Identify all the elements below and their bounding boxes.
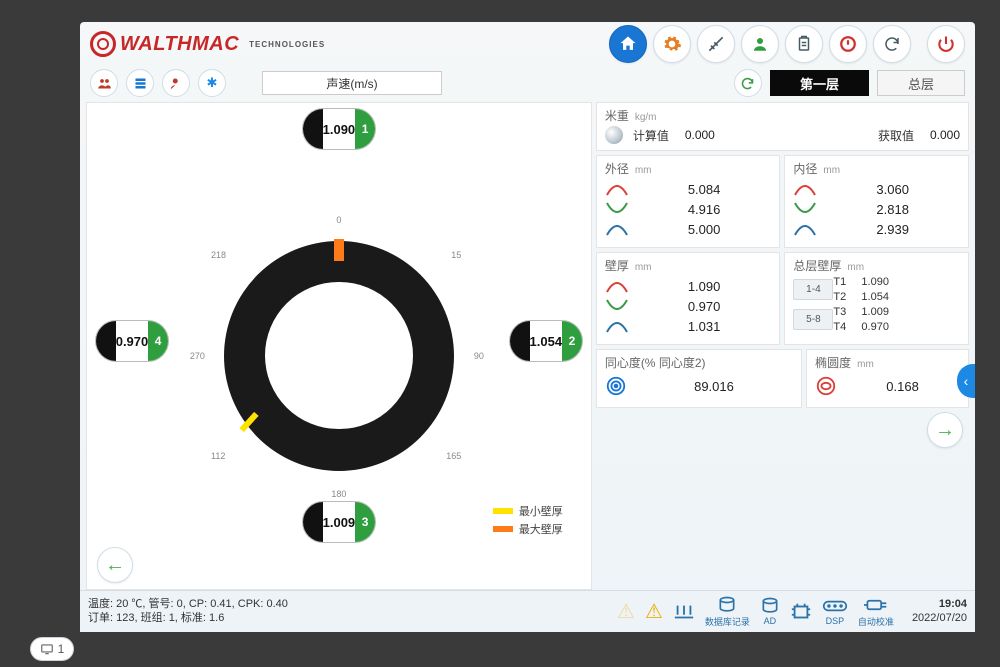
settings-button[interactable] (653, 25, 691, 63)
power-button[interactable] (927, 25, 965, 63)
acq-label: 获取值 (878, 127, 914, 144)
curve-avg-icon (793, 221, 817, 237)
warning-dim-icon[interactable]: ⚠ (617, 599, 635, 624)
range-chip[interactable]: 1-4 (793, 279, 833, 300)
sparkle-button[interactable]: ✱ (198, 69, 226, 97)
tab-layer-total[interactable]: 总层 (877, 70, 965, 96)
target-blue-icon (605, 375, 627, 397)
data-panels: 米重kg/m 计算值 0.000 获取值 0.000 外径mm 5.084 4.… (596, 102, 969, 590)
sensor-index: 4 (148, 321, 168, 361)
sensor-cap-icon (510, 321, 530, 361)
chip-icon-button[interactable] (790, 603, 812, 621)
clipboard-button[interactable] (785, 25, 823, 63)
sensor-value: 0.970 (116, 334, 149, 349)
ad-icon-button[interactable]: AD (760, 597, 780, 626)
curve-avg-icon (605, 318, 629, 334)
acq-value: 0.000 (930, 128, 960, 142)
sensor-index: 2 (562, 321, 582, 361)
prev-arrow-button[interactable]: ← (97, 547, 133, 583)
sensor-left[interactable]: 0.970 4 (95, 320, 169, 362)
sensor-index: 3 (355, 502, 375, 542)
speed-display: 声速(m/s) (262, 71, 442, 95)
curve-min-icon (793, 201, 817, 217)
curve-max-icon (605, 278, 629, 294)
heater-icon-button[interactable] (673, 603, 695, 621)
clock-date: 2022/07/20 (912, 612, 967, 625)
display-toggle-button[interactable]: 1 (30, 637, 74, 661)
clock-time: 19:04 (912, 598, 967, 611)
dsp-icon-button[interactable]: DSP (822, 597, 848, 626)
ring-legend: 最小壁厚 最大壁厚 (493, 501, 563, 539)
user-button[interactable] (741, 25, 779, 63)
curve-max-icon (605, 181, 629, 197)
ring-gauge-panel: 1.090 1 1.054 2 1.009 3 0.970 4 0 (86, 102, 592, 590)
brand-logo: WALTHMAC TECHNOLOGIES (90, 31, 325, 57)
legend-swatch-min-icon (493, 508, 513, 514)
sensor-value: 1.054 (530, 334, 563, 349)
status-bar: 温度: 20 ℃, 管号: 0, CP: 0.41, CPK: 0.40 订单:… (80, 590, 975, 632)
users-icon-button[interactable] (90, 69, 118, 97)
alert-button[interactable] (829, 25, 867, 63)
calc-value: 0.000 (685, 128, 715, 142)
curve-min-icon (605, 298, 629, 314)
sensor-cap-icon (96, 321, 116, 361)
cycle-button[interactable] (734, 69, 762, 97)
person-key-button[interactable] (162, 69, 190, 97)
display-toggle-label: 1 (58, 642, 65, 656)
curve-min-icon (605, 201, 629, 217)
database-icon-button[interactable]: 数据库记录 (705, 596, 750, 628)
concentricity-panel: 同心度(% 同心度2) 89.016 (596, 349, 802, 408)
speed-label: 声速(m/s) (326, 75, 377, 92)
status-line-1: 温度: 20 ℃, 管号: 0, CP: 0.41, CPK: 0.40 (88, 598, 288, 612)
refresh-button[interactable] (873, 25, 911, 63)
brand-sub: TECHNOLOGIES (249, 40, 325, 49)
logo-swirl-icon (90, 31, 116, 57)
tab-layer-1[interactable]: 第一层 (770, 70, 869, 96)
sensor-value: 1.009 (323, 515, 356, 530)
top-toolbar: WALTHMAC TECHNOLOGIES (80, 22, 975, 66)
sensor-right[interactable]: 1.054 2 (509, 320, 583, 362)
sphere-icon (605, 126, 623, 144)
next-arrow-button[interactable]: → (927, 412, 963, 448)
motor-icon-button[interactable]: 自动校准 (858, 596, 894, 628)
curve-max-icon (793, 181, 817, 197)
range-chip[interactable]: 5-8 (793, 309, 833, 330)
sensor-index: 1 (355, 109, 375, 149)
home-button[interactable] (609, 25, 647, 63)
warning-icon[interactable]: ⚠ (645, 599, 663, 624)
inner-dia-panel: 内径mm 3.060 2.818 2.939 (784, 155, 969, 248)
outer-dia-panel: 外径mm 5.084 4.916 5.000 (596, 155, 781, 248)
weight-panel: 米重kg/m 计算值 0.000 获取值 0.000 (596, 102, 969, 151)
sensor-top[interactable]: 1.090 1 (302, 108, 376, 150)
status-line-2: 订单: 123, 班组: 1, 标准: 1.6 (88, 612, 288, 626)
sensor-bottom[interactable]: 1.009 3 (302, 501, 376, 543)
brand-name: WALTHMAC (120, 33, 239, 56)
total-wall-panel: 总层壁厚mm 1-4 T11.090 T21.054 5-8 T31.009 T… (784, 252, 969, 345)
ovality-panel: 椭圆度mm 0.168 (806, 349, 969, 408)
ring-gauge: 0 15 90 165 180 112 270 218 (224, 241, 454, 471)
curve-avg-icon (605, 221, 629, 237)
sensor-cap-icon (303, 502, 323, 542)
calc-label: 计算值 (633, 127, 669, 144)
max-wall-marker-icon (334, 239, 344, 261)
storage-icon-button[interactable] (126, 69, 154, 97)
wall-panel: 壁厚mm 1.090 0.970 1.031 (596, 252, 781, 345)
sensor-value: 1.090 (323, 122, 356, 137)
sensor-cap-icon (303, 109, 323, 149)
target-red-icon (815, 375, 837, 397)
measure-button[interactable] (697, 25, 735, 63)
sub-toolbar: ✱ 声速(m/s) 第一层 总层 (80, 66, 975, 100)
legend-swatch-max-icon (493, 526, 513, 532)
